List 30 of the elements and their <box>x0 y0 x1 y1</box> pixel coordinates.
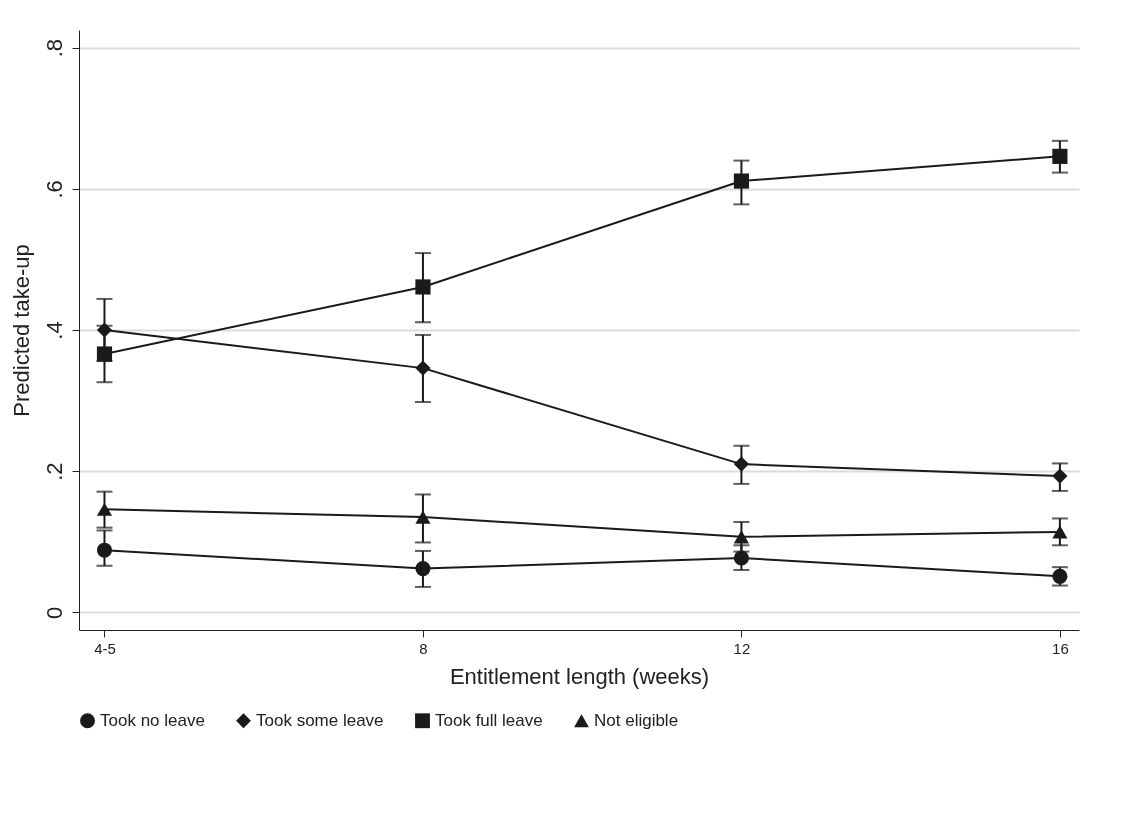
point <box>1052 148 1068 164</box>
point <box>96 542 113 558</box>
y-tick-label: .2 <box>41 462 67 481</box>
y-axis-title: Predicted take-up <box>8 244 34 417</box>
x-axis-title: Entitlement length (weeks) <box>449 663 710 689</box>
x-tick-label: 12 <box>733 639 751 657</box>
point <box>733 530 749 544</box>
point <box>733 173 749 189</box>
point <box>96 346 113 362</box>
x-tick-label: 4-5 <box>94 639 116 657</box>
point <box>733 550 749 566</box>
point <box>415 279 431 295</box>
point <box>1052 525 1068 539</box>
legend-label: Took full leave <box>435 710 543 730</box>
y-tick-label: .4 <box>41 321 67 340</box>
point <box>415 510 431 524</box>
point <box>415 360 431 376</box>
x-tick-label: 8 <box>419 639 428 657</box>
legend-label: Took some leave <box>256 710 384 730</box>
y-tick-label: 0 <box>41 606 67 619</box>
y-tick-label: .6 <box>41 180 67 199</box>
x-tick-label: 16 <box>1052 639 1069 657</box>
point <box>733 456 749 472</box>
point <box>1052 468 1068 484</box>
legend-label: Not eligible <box>594 710 679 730</box>
point <box>415 561 431 577</box>
legend-label: Took no leave <box>100 710 205 730</box>
point <box>96 322 113 338</box>
point <box>96 502 113 516</box>
y-tick-label: .8 <box>41 38 67 58</box>
